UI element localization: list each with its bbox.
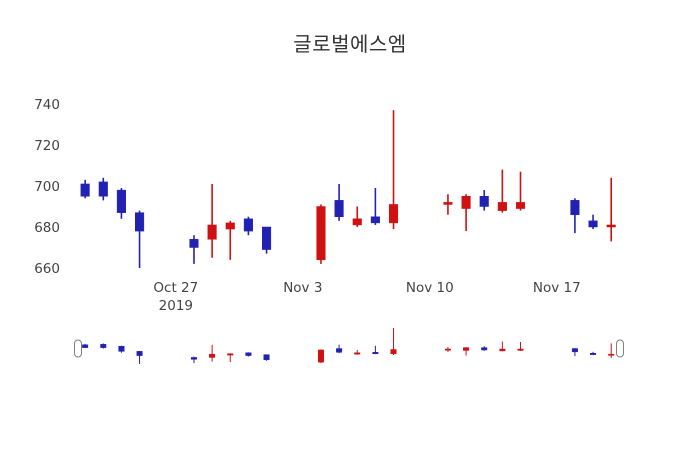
candle-body [317, 349, 324, 363]
candle-body [517, 348, 524, 351]
candle-body [334, 200, 344, 218]
x-tick-sublabel: 2019 [159, 298, 193, 314]
candle-body [118, 345, 125, 352]
candle-body [316, 206, 326, 261]
chart-title: 글로벌에스엠 [293, 32, 407, 56]
candle-body [388, 204, 399, 224]
y-tick-label: 720 [34, 138, 60, 154]
candle-body [261, 226, 272, 250]
y-axis: 660 680 700 720 740 [34, 97, 60, 277]
candle-body [225, 222, 235, 230]
candle-body [80, 183, 90, 197]
candle-body [189, 239, 199, 248]
candle-body [497, 202, 507, 211]
candle-body [588, 220, 598, 228]
candle-body [227, 353, 234, 356]
candle-body [370, 216, 380, 224]
rangeslider-handle-left[interactable] [74, 339, 82, 358]
candle-body [443, 202, 453, 205]
candle-body [354, 352, 361, 355]
candle-body [590, 352, 597, 355]
x-axis: Oct 27 2019 Nov 3 Nov 10 Nov 17 [153, 280, 580, 314]
y-tick-label: 740 [34, 97, 60, 113]
candle-body [263, 354, 270, 361]
candle-body [82, 344, 89, 348]
candle-body [481, 347, 488, 351]
candle-body [570, 200, 580, 215]
candle-body [336, 348, 343, 353]
candle-body [463, 347, 470, 351]
y-tick-label: 700 [34, 179, 60, 195]
candle-body [515, 202, 526, 209]
candle-body [100, 344, 107, 348]
candle-body [479, 196, 489, 207]
candle-body [461, 196, 471, 209]
candle-body [98, 181, 108, 197]
candle-body [245, 352, 252, 356]
candle-body [209, 353, 216, 358]
rangeslider-candles [82, 327, 615, 364]
candle-body [499, 348, 506, 352]
x-tick-label: Nov 10 [406, 280, 454, 296]
rangeslider-handle-right[interactable] [616, 339, 624, 358]
candle-body [571, 348, 578, 353]
y-tick-label: 660 [34, 261, 60, 277]
candle-body [444, 348, 451, 351]
candle-body [606, 224, 616, 228]
candle-body [116, 189, 126, 213]
candle-body [352, 218, 362, 226]
candle-body [135, 212, 145, 232]
candle-body [136, 351, 143, 356]
x-tick-label: Oct 27 [153, 280, 198, 296]
x-tick-label: Nov 3 [283, 280, 322, 296]
x-tick-label: Nov 17 [533, 280, 581, 296]
candles [80, 110, 616, 268]
y-tick-label: 680 [34, 220, 60, 236]
candle-body [243, 218, 253, 232]
rangeslider[interactable] [74, 327, 624, 364]
candle-body [608, 353, 615, 356]
candle-body [372, 352, 379, 354]
candle-body [190, 357, 197, 360]
candle-body [207, 224, 217, 240]
candle-body [390, 349, 397, 354]
